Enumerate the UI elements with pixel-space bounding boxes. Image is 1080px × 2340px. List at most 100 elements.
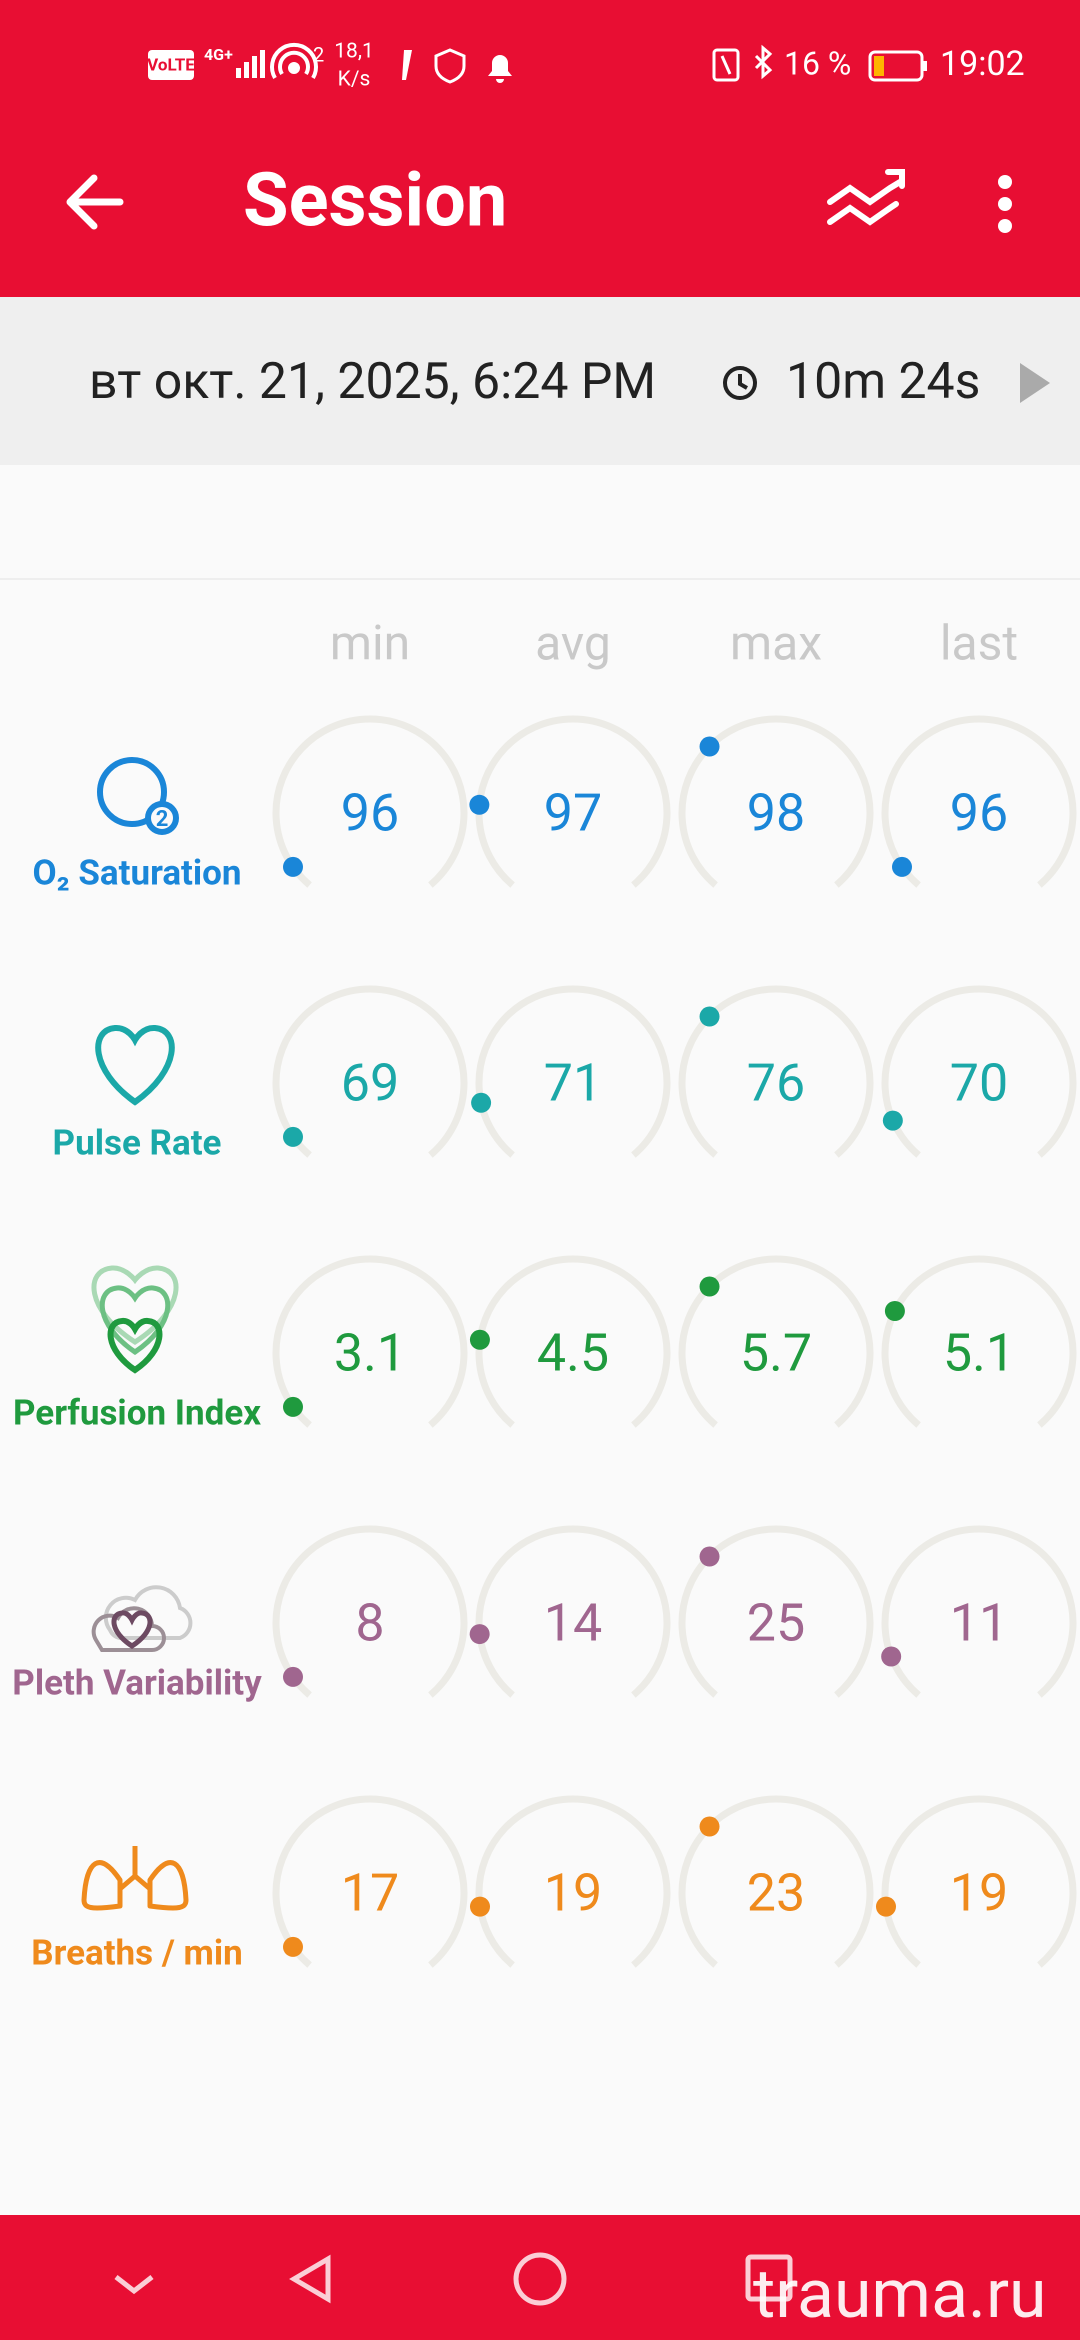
gauge-track [678,715,874,888]
stats-table: 2 min avg max last O₂ Saturation 96 97 98 96 Puls… [12,615,1077,1973]
gauge-dot [469,794,490,815]
metric-value: 17 [341,1863,399,1924]
speed-value: 18,1 [334,40,374,64]
volte-text: VoLTE [147,55,195,75]
nav-recents[interactable] [745,2254,793,2302]
gauge-track [881,985,1077,1158]
gauge-track [272,1795,468,1968]
gauge-dot [875,1896,896,1917]
session-bar: вт окт. 21, 2025, 6:24 PM 10m 24s [0,297,1080,465]
row-label: Pulse Rate [53,1122,222,1163]
metric-value: 98 [747,783,805,844]
gauge-dot [282,1666,303,1687]
o2-icon: 2 [97,757,179,835]
gauge-track [475,1255,671,1428]
gauge-track [881,1255,1077,1428]
metric-value: 96 [950,783,1008,844]
menu-button[interactable] [998,175,1012,233]
back-button[interactable] [66,174,124,230]
gauge-track [881,1525,1077,1698]
row-label: O₂ Saturation [32,852,241,893]
gauge-dot [884,1301,905,1322]
gauge-dot [699,1276,720,1297]
bell-icon [488,55,512,83]
app-title: Session [243,158,507,245]
gauge-dot [469,1624,490,1645]
row-label: Breaths / min [31,1932,242,1973]
gauge-track [678,1255,874,1428]
row-label: Pleth Variability [12,1662,262,1703]
metric-value: 4.5 [537,1323,609,1384]
gauge-dot [699,736,720,757]
gauge-track [272,715,468,888]
metric-value: 69 [341,1053,399,1114]
metric-value: 5.1 [943,1323,1015,1384]
gauge-track [272,1525,468,1698]
volte-badge [148,50,194,80]
metric-value: 23 [747,1863,805,1924]
play-button[interactable] [1020,363,1050,403]
gauge-dot [282,1396,303,1417]
battery-level [874,56,884,76]
gauge-dot [469,1329,490,1350]
metric-value: 19 [544,1863,602,1924]
nav-collapse[interactable] [114,2275,154,2295]
app-bar: Session [0,132,1080,297]
chart-button[interactable] [827,169,905,226]
metric-value: 96 [341,783,399,844]
gauge-dot [699,1006,720,1027]
gauge-dot [471,1092,492,1113]
watermark: trauma.ru [753,2254,1047,2334]
metric-value: 71 [544,1053,602,1114]
gauge-track [475,715,671,888]
divider [0,578,1080,580]
nfc-icon [712,48,740,82]
gauge-dot [282,1936,303,1957]
metric-value: 5.7 [740,1323,812,1384]
lungs-icon [81,1846,189,1911]
gauge-dot [469,1896,490,1917]
gauge-dot [882,1110,903,1131]
app-icon [402,50,412,80]
gauge-dot [699,1816,720,1837]
gauge-dot [699,1546,720,1567]
bluetooth-icon [754,44,773,80]
metric-value: 3.1 [334,1323,406,1384]
battery-percent: 16 % [784,44,851,82]
gauge-track [678,1795,874,1968]
column-header: avg [535,615,611,672]
signal-bars [236,50,265,78]
gauge-dot [282,856,303,877]
column-header: max [730,615,822,672]
session-date: вт окт. 21, 2025, 6:24 PM [89,353,656,411]
column-header: last [940,615,1018,672]
battery-tip [923,61,927,71]
nav-home[interactable] [513,2252,567,2306]
hotspot-icon [270,42,318,80]
column-header: min [330,615,410,672]
clock-icon [723,366,757,400]
metric-value: 25 [747,1593,805,1654]
perfusion-icon [91,1265,179,1374]
gauge-track [678,1525,874,1698]
status-bar: VoLTE 4G+ 2 18,1 K/s 16 % 19:02 [0,0,1080,132]
nav-back[interactable] [289,2254,331,2304]
shield-icon [434,48,466,84]
battery-outline [868,50,924,82]
gauge-dot [282,1126,303,1147]
gauge-dot [881,1646,902,1667]
nav-bar: trauma.ru [0,2215,1080,2340]
metric-value: 76 [747,1053,805,1114]
gauge-track [272,985,468,1158]
nfc-mark [720,55,732,75]
svg-text:2: 2 [156,807,169,832]
metric-value: 11 [950,1593,1008,1654]
metric-value: 19 [950,1863,1008,1924]
gauge-dot [891,856,912,877]
gauge-track [881,715,1077,888]
session-duration: 10m 24s [786,353,980,411]
gauge-track [272,1255,468,1428]
